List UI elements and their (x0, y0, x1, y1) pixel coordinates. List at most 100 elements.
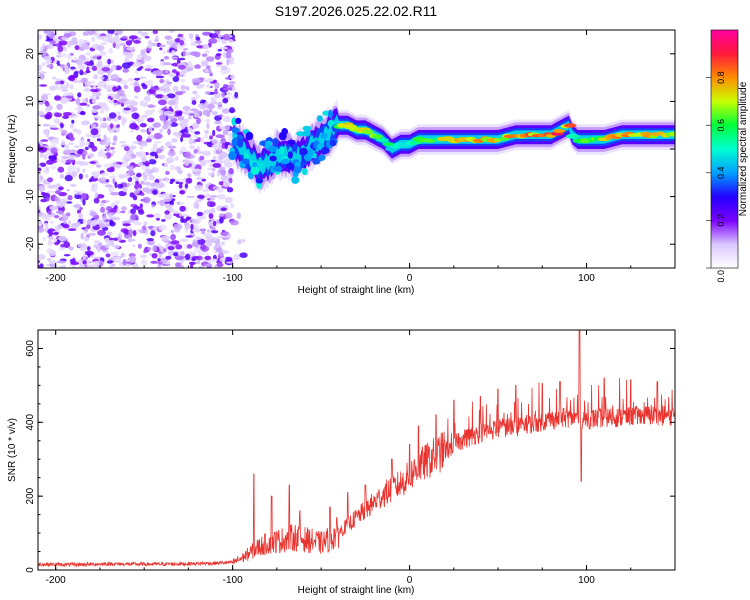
spectrogram-noise-dot (229, 81, 236, 85)
spectrogram-noise-dot (170, 233, 177, 241)
spectrogram-noise-dot (152, 30, 159, 35)
spectrogram-noise-dot (166, 93, 176, 99)
spectrogram-ytick-label: 20 (25, 48, 36, 60)
spectrogram-noise-dot (68, 246, 74, 251)
spectrogram-noise-dot (182, 50, 186, 57)
spectrogram-noise-dot (38, 167, 42, 172)
spectrogram-noise-dot (161, 235, 171, 241)
spectrogram-noise-dot (92, 105, 101, 110)
spectrogram-noise-dot (119, 174, 127, 178)
spectrogram-noise-dot (217, 37, 221, 43)
spectrogram-noise-dot (169, 181, 174, 185)
spectrogram-noise-dot (116, 208, 121, 215)
spectrogram-noise-dot (219, 257, 226, 263)
spectrogram-noise-dot (93, 74, 99, 80)
spectrogram-noise-dot (125, 261, 132, 264)
spectrogram-noise-dot (102, 250, 109, 253)
spectrogram-noise-dot (44, 107, 50, 112)
spectrogram-noise-dot (61, 140, 66, 146)
spectrogram-noise-dot (199, 160, 207, 167)
colorbar-tick-label: 0.0 (716, 270, 726, 283)
spectrogram-xtick-label: -200 (46, 273, 66, 284)
spectrogram-noise-dot (186, 244, 193, 249)
spectrogram-noise-dot (97, 245, 101, 251)
spectrogram-noise-dot (91, 36, 96, 42)
spectrogram-noise-dot (213, 79, 217, 83)
spectrogram-noise-dot (115, 44, 120, 50)
spectrogram-noise-dot (212, 129, 216, 137)
spectrogram-noise-dot (102, 117, 107, 122)
spectrogram-noise-dot (110, 64, 117, 71)
spectrogram-noise-dot (119, 141, 127, 144)
spectrogram-noise-dot (91, 145, 98, 152)
spectrogram-noise-dot (96, 45, 105, 51)
spectrogram-noise-dot (190, 42, 198, 46)
spectrogram-ridge-blob (553, 129, 566, 133)
spectrogram-noise-dot (60, 97, 69, 104)
spectrogram-noise-dot (152, 245, 157, 252)
spectrogram-noise-dot (73, 204, 82, 208)
spectrogram-noise-dot (127, 169, 135, 176)
spectrogram-noise-dot (204, 91, 211, 95)
spectrogram-noise-dot (47, 210, 52, 215)
spectrogram-noise-dot (176, 201, 181, 205)
spectrogram-noise-dot (62, 224, 70, 229)
spectrogram-noise-dot (188, 33, 194, 39)
spectrogram-noise-dot (224, 125, 231, 129)
spectrogram-noise-dot (179, 79, 186, 83)
spectrogram-noise-dot (89, 161, 96, 164)
spectrogram-noise-dot (167, 99, 176, 106)
colorbar-label: Normalized spectral amplitude (738, 81, 749, 216)
spectrogram-noise-dot (197, 194, 205, 199)
snr-ytick-label: 600 (25, 340, 36, 357)
spectrogram-noise-dot (43, 154, 48, 161)
spectrogram-noise-dot (185, 177, 193, 184)
spectrogram-noise-dot (75, 59, 84, 66)
spectrogram-noise-dot (173, 211, 181, 214)
spectrogram-noise-dot (220, 207, 227, 212)
spectrogram-noise-dot (140, 32, 149, 38)
spectrogram-noise-dot (82, 168, 86, 173)
spectrogram-noise-dot (111, 142, 117, 146)
spectrogram-noise-dot (215, 62, 223, 65)
spectrogram-ridge-blob (291, 176, 300, 184)
spectrogram-noise-dot (141, 83, 146, 87)
spectrogram-noise-dot (68, 154, 75, 160)
spectrogram-noise-dot (63, 254, 71, 257)
spectrogram-noise-dot (179, 205, 186, 212)
spectrogram-noise-dot (48, 155, 56, 160)
spectrogram-noise-dot (112, 128, 120, 132)
spectrogram-noise-dot (212, 155, 217, 160)
spectrogram-noise-dot (53, 238, 58, 242)
spectrogram-noise-dot (109, 221, 116, 227)
spectrogram-noise-dot (158, 253, 162, 259)
spectrogram-noise-dot (69, 136, 75, 142)
spectrogram-noise-dot (150, 147, 158, 151)
spectrogram-noise-dot (104, 237, 110, 241)
spectrogram-noise-dot (113, 237, 119, 241)
spectrogram-noise-dot (86, 264, 95, 268)
spectrogram-noise-dot (74, 153, 81, 158)
spectrogram-noise-dot (233, 253, 241, 261)
spectrogram-noise-dot (212, 99, 217, 103)
spectrogram-noise-dot (164, 210, 170, 215)
spectrogram-noise-dot (113, 135, 118, 142)
spectrogram-noise-dot (115, 217, 120, 221)
spectrogram-noise-dot (40, 139, 49, 142)
spectrogram-noise-dot (137, 161, 144, 167)
spectrogram-noise-dot (49, 220, 54, 224)
spectrogram-noise-dot (163, 163, 169, 168)
spectrogram-noise-dot (185, 253, 191, 260)
spectrogram-noise-dot (121, 206, 127, 211)
spectrogram-noise-dot (220, 175, 228, 182)
spectrogram-noise-dot (168, 145, 177, 149)
spectrogram-noise-dot (211, 167, 216, 172)
spectrogram-noise-dot (141, 114, 149, 118)
spectrogram-noise-dot (178, 264, 185, 268)
snr-ytick-label: 0 (25, 567, 36, 573)
spectrogram-noise-dot (82, 154, 86, 160)
spectrogram-noise-dot (98, 117, 104, 122)
spectrogram-noise-dot (148, 159, 157, 165)
spectrogram-noise-dot (84, 146, 89, 151)
spectrogram-noise-dot (171, 138, 178, 143)
